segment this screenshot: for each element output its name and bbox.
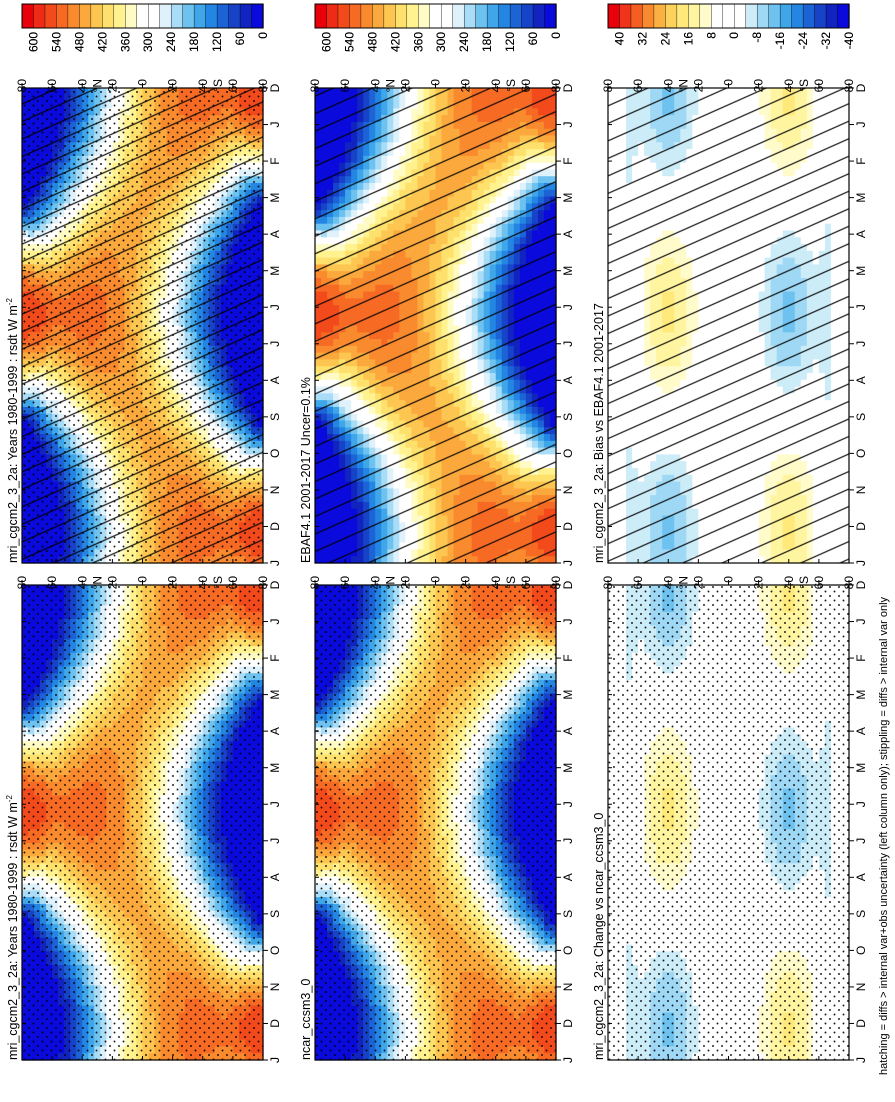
x-tick-label: J xyxy=(268,304,282,310)
y-tick-label: 60 xyxy=(45,79,59,93)
stippling-overlay xyxy=(22,88,263,563)
x-tick-label: A xyxy=(268,230,282,238)
y-tick-label: 20 xyxy=(105,79,119,93)
x-tick-label: N xyxy=(268,486,282,495)
y-tick-label: 80 xyxy=(256,79,270,93)
panel-title: mri_cgcm2_3_2a: Years 1980-1999 : rsdt W… xyxy=(5,298,20,563)
panel-title-superscript: -2 xyxy=(5,298,14,306)
x-tick-label: S xyxy=(268,413,282,421)
panel-0: mri_cgcm2_3_2a: Years 1980-1999 : rsdt W… xyxy=(5,3,282,566)
y-tick-label: 20 xyxy=(166,79,180,93)
y-hemisphere-label: °N xyxy=(90,79,104,92)
panel-grid: mri_cgcm2_3_2a: Years 1980-1999 : rsdt W… xyxy=(5,3,868,1063)
x-tick-label: J xyxy=(268,122,282,128)
x-tick-label: D xyxy=(268,522,282,531)
x-tick-label: F xyxy=(268,157,282,164)
x-tick-label: J xyxy=(268,341,282,347)
y-tick-label: 40 xyxy=(75,79,89,93)
x-tick-label: M xyxy=(268,193,282,203)
x-tick-label: O xyxy=(268,449,282,458)
x-tick-label: M xyxy=(268,266,282,276)
y-tick-label: 0 xyxy=(136,79,150,86)
y-tick-label: 40 xyxy=(196,79,210,93)
x-tick-label: J xyxy=(268,560,282,566)
y-tick-label: 60 xyxy=(226,79,240,93)
y-tick-label: 80 xyxy=(15,79,29,93)
y-hemisphere-label: °S xyxy=(211,79,225,92)
x-tick-label: A xyxy=(268,376,282,384)
x-tick-label: D xyxy=(268,83,282,92)
